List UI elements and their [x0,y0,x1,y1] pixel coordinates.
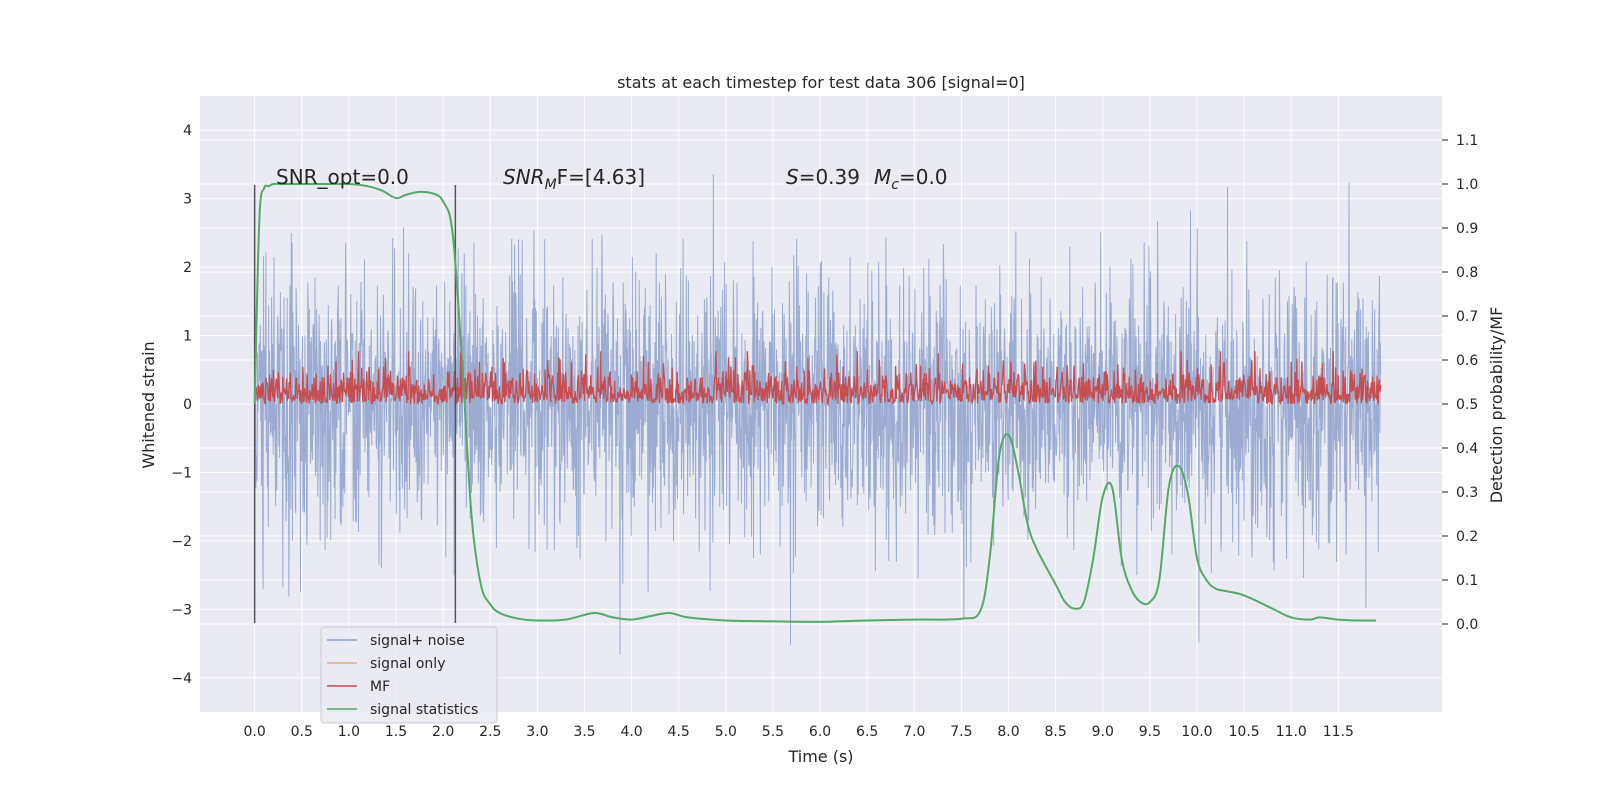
y-right-tick-label: 0.5 [1456,397,1478,413]
y-left-tick-label: 3 [183,192,192,208]
y-right-tick-label: 0.9 [1456,221,1478,237]
x-tick-label: 9.0 [1092,724,1114,740]
x-tick-label: 0.5 [291,724,313,740]
x-tick-label: 2.0 [432,724,454,740]
x-tick-label: 6.5 [856,724,878,740]
x-tick-labels: 0.0 0.5 1.0 1.5 2.0 2.5 3.0 3.5 4.0 4.5 5.0 5.5 6.0 6… [244,724,1354,740]
x-tick-label: 10.0 [1181,724,1212,740]
y-left-tick-label: −4 [171,671,192,687]
x-tick-label: 0.0 [244,724,266,740]
y-right-tick-label: 1.1 [1456,133,1478,149]
snr-opt-annotation: SNR_opt=0.0 [276,165,409,189]
y-left-axis-label: Whitened strain [139,341,158,468]
x-tick-label: 6.0 [809,724,831,740]
signal-noise-line [254,174,1382,655]
x-tick-label: 9.5 [1139,724,1161,740]
mf-line [254,351,1382,407]
x-tick-label: 10.5 [1229,724,1260,740]
s-annotation: S=0.39 Mc=0.0 [786,165,948,193]
x-tick-label: 4.5 [668,724,690,740]
s-variable: S [786,165,799,189]
y-right-tick-label: 0.2 [1456,529,1478,545]
x-tick-label: 8.0 [997,724,1019,740]
legend-label-stats: signal statistics [370,702,478,718]
y-right-tick-labels: 0.0 0.1 0.2 0.3 0.4 0.5 0.6 0.7 0.8 0.9 1.0 1.1 [1442,133,1478,633]
mf-series [254,351,1382,407]
snr-mf-annotation: SNRMF=[4.63] [503,165,645,193]
x-tick-label: 7.0 [903,724,925,740]
x-tick-label: 5.5 [762,724,784,740]
signal-statistics-line [253,182,1377,623]
snr-mf-variable: SNR [503,165,545,189]
y-right-tick-label: 0.0 [1456,617,1478,633]
y-right-tick-label: 0.1 [1456,573,1478,589]
y-left-tick-label: −1 [171,465,192,481]
x-tick-label: 1.5 [385,724,407,740]
signal-noise-series [254,174,1382,655]
snr-mf-value: F=[4.63] [557,165,645,189]
x-tick-label: 3.5 [573,724,595,740]
chart-title: stats at each timestep for test data 306… [617,73,1025,92]
x-tick-label: 5.0 [715,724,737,740]
signal-statistics-series [253,182,1377,623]
y-left-tick-label: 4 [183,123,192,139]
y-right-axis-label: Detection probability/MF [1487,307,1506,504]
mc-variable: M [874,165,891,189]
y-right-tick-label: 0.7 [1456,309,1478,325]
mc-value: =0.0 [899,165,948,189]
legend-label-mf: MF [370,679,390,695]
x-tick-label: 7.5 [950,724,972,740]
y-left-tick-label: 0 [183,397,192,413]
x-tick-label: 3.0 [526,724,548,740]
x-tick-label: 2.5 [479,724,501,740]
x-tick-label: 8.5 [1045,724,1067,740]
legend-label-signal: signal only [370,656,445,672]
y-right-tick-label: 0.8 [1456,265,1478,281]
x-tick-label: 1.0 [338,724,360,740]
y-right-tick-label: 0.4 [1456,441,1478,457]
y-right-tick-label: 0.6 [1456,353,1478,369]
y-right-tick-label: 0.3 [1456,485,1478,501]
mc-subscript: c [891,177,899,193]
x-tick-label: 11.0 [1276,724,1307,740]
legend: signal+ noise signal only MF signal stat… [320,626,498,724]
legend-box [320,626,498,724]
x-axis-label: Time (s) [787,747,853,766]
y-left-tick-label: −2 [171,534,192,550]
s-value: =0.39 [799,165,860,189]
snr-mf-subscript: M [545,177,557,193]
y-left-tick-label: 1 [183,329,192,345]
y-left-tick-label: 2 [183,260,192,276]
x-tick-label: 4.0 [620,724,642,740]
y-left-tick-label: −3 [171,602,192,618]
y-right-tick-label: 1.0 [1456,177,1478,193]
y-left-tick-labels: −4 −3 −2 −1 0 1 2 3 4 [171,123,192,687]
x-tick-label: 11.5 [1323,724,1354,740]
legend-label-noise: signal+ noise [370,633,465,649]
